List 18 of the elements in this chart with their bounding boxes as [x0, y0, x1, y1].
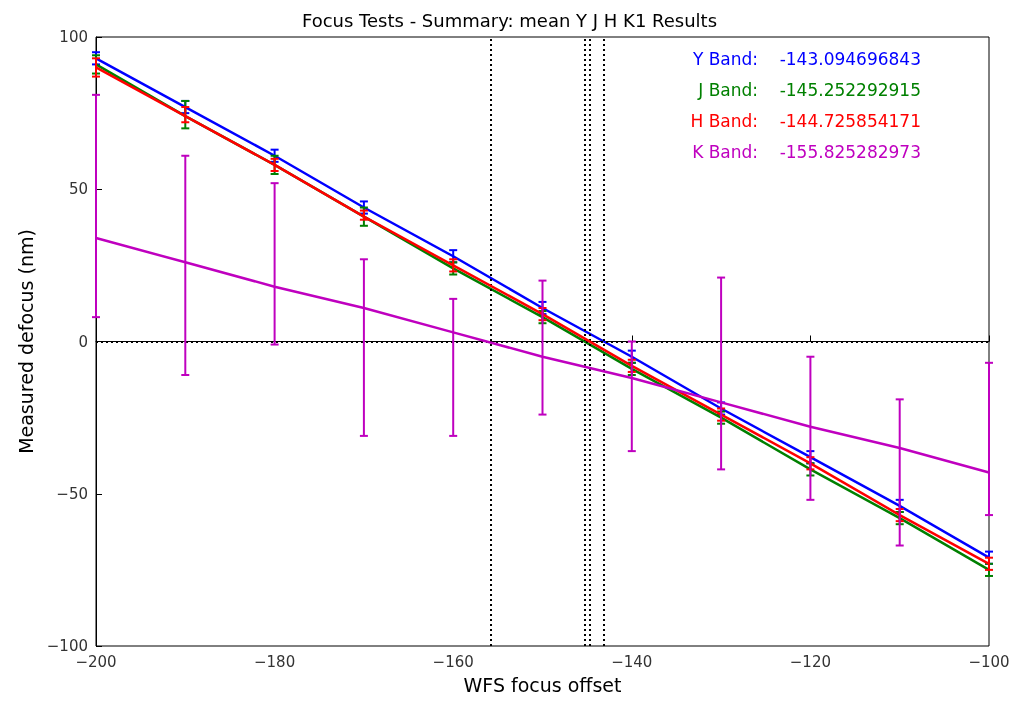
x-tick-label: −140 [611, 652, 653, 671]
x-axis-title: WFS focus offset [463, 673, 622, 696]
y-tick-label: 100 [59, 28, 88, 46]
x-tick-label: −200 [75, 652, 117, 671]
annotation: H Band: -144.725854171 [690, 110, 922, 131]
y-tick-label: 0 [78, 332, 88, 351]
annotation: Y Band: -143.094696843 [691, 48, 921, 69]
chart-title: Focus Tests - Summary: mean Y J H K1 Results [301, 9, 718, 31]
y-tick-label: 50 [68, 180, 88, 199]
annotation: K Band: -155.825282973 [692, 141, 922, 162]
y-tick-label: −50 [56, 484, 88, 503]
x-tick-label: −120 [789, 652, 831, 671]
x-tick-label: −100 [968, 652, 1010, 671]
y-axis-title: Measured defocus (nm) [15, 229, 38, 454]
y-tick-label: −100 [46, 637, 88, 655]
annotation: J Band: -145.252292915 [697, 79, 922, 100]
x-tick-label: −160 [432, 652, 474, 671]
x-tick-label: −180 [254, 652, 296, 671]
